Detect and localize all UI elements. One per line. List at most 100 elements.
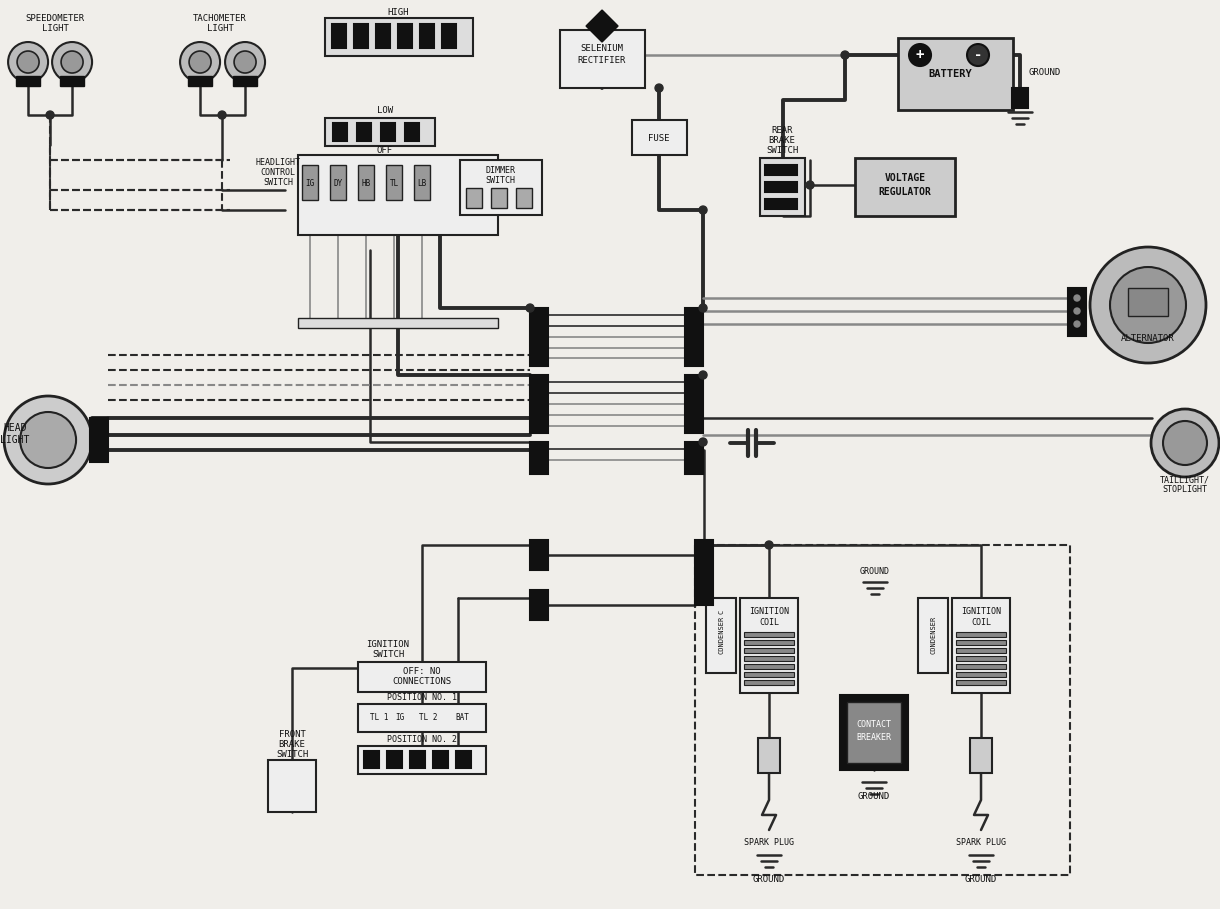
Text: C: C: [719, 610, 723, 614]
Bar: [765, 165, 797, 175]
Circle shape: [20, 412, 76, 468]
Circle shape: [52, 42, 92, 82]
Text: IGNITION: IGNITION: [961, 607, 1002, 616]
Bar: [303, 165, 318, 200]
Circle shape: [967, 44, 989, 66]
Text: OFF: OFF: [377, 145, 393, 155]
Bar: [357, 746, 486, 774]
Text: BRAKE: BRAKE: [278, 741, 305, 750]
Bar: [357, 165, 375, 200]
Bar: [1068, 288, 1086, 336]
Bar: [956, 680, 1006, 685]
Text: CONTACT: CONTACT: [856, 721, 892, 730]
Bar: [405, 123, 418, 141]
Bar: [706, 598, 736, 673]
Circle shape: [699, 371, 708, 379]
Polygon shape: [586, 10, 619, 42]
Text: POSITION NO. 1: POSITION NO. 1: [387, 694, 458, 703]
Bar: [1128, 288, 1168, 316]
Bar: [420, 24, 434, 48]
Text: HEAD: HEAD: [4, 423, 27, 433]
Text: GROUND: GROUND: [860, 567, 891, 576]
Text: GROUND: GROUND: [753, 875, 786, 884]
Bar: [956, 664, 1006, 669]
Bar: [381, 123, 395, 141]
Bar: [695, 540, 712, 605]
Text: BAT: BAT: [455, 714, 468, 723]
Circle shape: [1163, 421, 1207, 465]
Bar: [188, 76, 212, 86]
Bar: [686, 375, 703, 433]
Text: LIGHT: LIGHT: [206, 24, 233, 33]
Text: GROUND: GROUND: [965, 875, 997, 884]
Text: TL: TL: [389, 178, 399, 187]
Bar: [744, 648, 794, 653]
Text: TAILLIGHT/: TAILLIGHT/: [1160, 475, 1210, 484]
Bar: [433, 751, 448, 768]
Circle shape: [234, 51, 256, 73]
Bar: [1013, 88, 1028, 108]
Circle shape: [699, 304, 708, 312]
Bar: [298, 318, 498, 328]
Circle shape: [806, 181, 814, 189]
Text: IGNITION: IGNITION: [366, 641, 410, 650]
Text: BATTERY: BATTERY: [928, 69, 972, 79]
Bar: [956, 672, 1006, 677]
Bar: [898, 38, 1013, 110]
Circle shape: [1110, 267, 1186, 343]
Text: IG: IG: [305, 178, 315, 187]
Text: LB: LB: [417, 178, 427, 187]
Bar: [686, 442, 703, 474]
Bar: [233, 76, 257, 86]
Text: OFF: NO: OFF: NO: [404, 667, 440, 676]
Circle shape: [526, 304, 534, 312]
Bar: [456, 751, 471, 768]
Bar: [741, 598, 798, 693]
Text: LIGHT: LIGHT: [41, 24, 68, 33]
Text: TL 2: TL 2: [418, 714, 437, 723]
Text: STOPLIGHT: STOPLIGHT: [1163, 485, 1208, 494]
Text: SWITCH: SWITCH: [486, 175, 515, 185]
Bar: [90, 418, 109, 462]
Text: CONDENSER: CONDENSER: [719, 616, 723, 654]
Bar: [917, 598, 948, 673]
Text: DIMMER: DIMMER: [486, 165, 515, 175]
Text: FRONT: FRONT: [278, 731, 305, 740]
Bar: [60, 76, 84, 86]
Text: COIL: COIL: [971, 618, 991, 627]
Bar: [16, 76, 40, 86]
Text: CONDENSER: CONDENSER: [930, 616, 936, 654]
Bar: [268, 760, 316, 812]
Bar: [758, 738, 780, 773]
Bar: [460, 160, 542, 215]
Circle shape: [699, 206, 708, 214]
Circle shape: [1074, 308, 1080, 314]
Bar: [333, 123, 346, 141]
Bar: [847, 702, 902, 763]
Circle shape: [4, 396, 91, 484]
Text: BRAKE: BRAKE: [769, 135, 795, 145]
Text: TACHOMETER: TACHOMETER: [193, 14, 246, 23]
Circle shape: [218, 111, 226, 119]
Bar: [298, 155, 498, 235]
Bar: [529, 590, 548, 620]
Circle shape: [1074, 321, 1080, 327]
Circle shape: [189, 51, 211, 73]
Circle shape: [17, 51, 39, 73]
Bar: [765, 182, 797, 192]
Bar: [516, 188, 532, 208]
Bar: [387, 751, 403, 768]
Bar: [956, 648, 1006, 653]
Text: SPARK PLUG: SPARK PLUG: [744, 838, 794, 847]
Text: TL 1: TL 1: [370, 714, 388, 723]
Bar: [956, 632, 1006, 637]
Bar: [744, 632, 794, 637]
Bar: [956, 640, 1006, 645]
Text: HEADLIGHT: HEADLIGHT: [255, 157, 300, 166]
Bar: [357, 662, 486, 692]
Text: CONNECTIONS: CONNECTIONS: [393, 677, 451, 686]
Text: LIGHT: LIGHT: [0, 435, 29, 445]
Bar: [529, 442, 548, 474]
Circle shape: [46, 111, 54, 119]
Bar: [970, 738, 992, 773]
